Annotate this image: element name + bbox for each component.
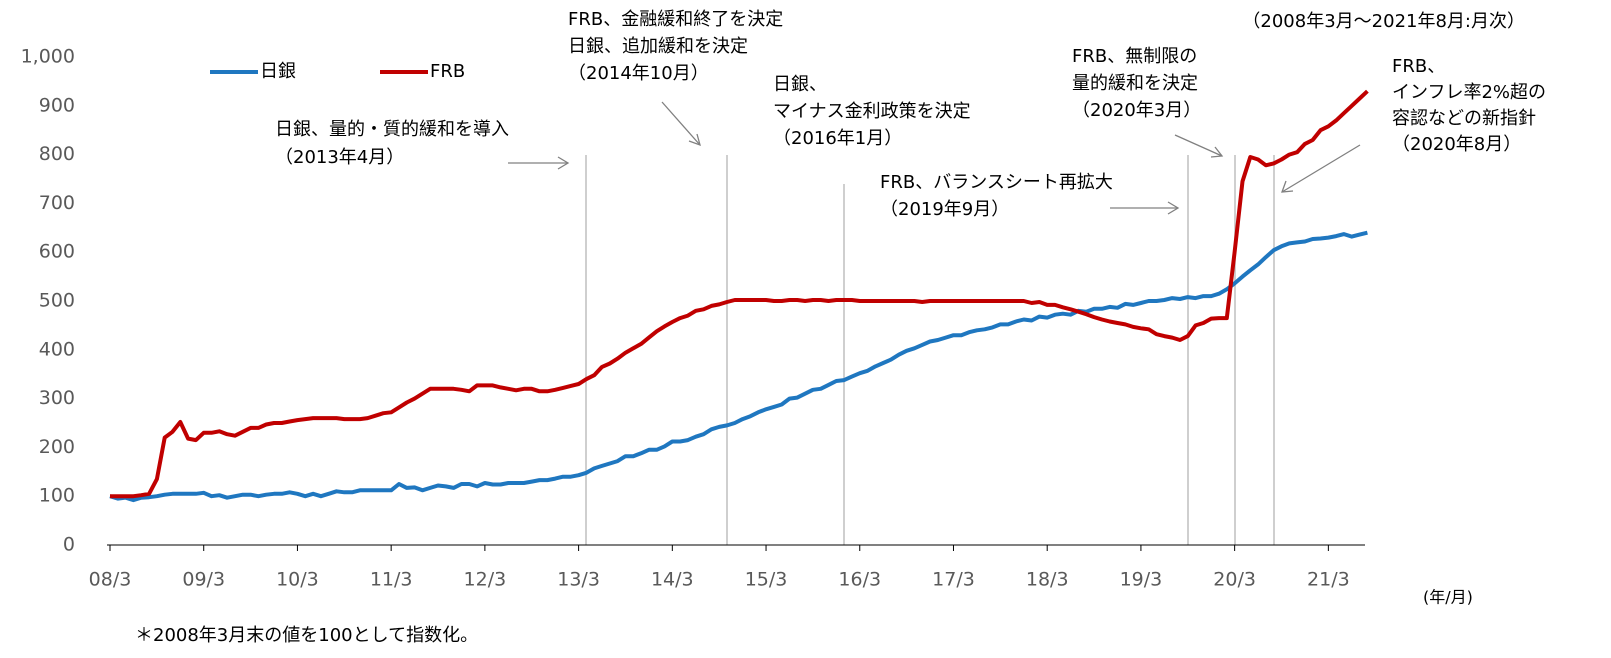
x-tick-label: 18/3 <box>1026 569 1069 591</box>
x-tick-label: 08/3 <box>89 569 132 591</box>
x-tick-label: 13/3 <box>557 569 600 591</box>
annotation: FRB、 <box>1392 56 1445 77</box>
legend-label: FRB <box>430 61 465 82</box>
y-tick-label: 500 <box>39 290 75 312</box>
annotation: マイナス金利政策を決定 <box>773 101 971 122</box>
annotation: （2020年3月） <box>1072 100 1201 121</box>
annotation: 日銀、 <box>773 74 827 95</box>
y-tick-label: 600 <box>39 241 75 263</box>
y-tick-label: 800 <box>39 143 75 165</box>
y-tick-label: 200 <box>39 436 75 458</box>
series-line <box>110 89 1369 499</box>
y-tick-label: 900 <box>39 94 75 116</box>
footnote: ＊2008年3月末の値を100として指数化。 <box>135 625 478 646</box>
x-tick-label: 17/3 <box>932 569 975 591</box>
annotation: インフレ率2%超の <box>1392 82 1546 103</box>
x-tick-label: 21/3 <box>1307 569 1350 591</box>
y-tick-label: 100 <box>39 485 75 507</box>
y-tick-label: 0 <box>63 534 75 556</box>
x-tick-label: 19/3 <box>1120 569 1163 591</box>
annotation: 日銀、量的・質的緩和を導入 <box>275 119 509 140</box>
annotation: （2020年8月） <box>1392 134 1521 155</box>
annotation: FRB、バランスシート再拡大 <box>880 172 1113 193</box>
x-tick-label: 12/3 <box>464 569 507 591</box>
annotation: FRB、金融緩和終了を決定 <box>568 9 783 30</box>
x-tick-label: 15/3 <box>745 569 788 591</box>
x-tick-label: 09/3 <box>182 569 225 591</box>
annotation: FRB、無制限の <box>1072 46 1197 67</box>
annotation: 量的緩和を決定 <box>1072 73 1198 94</box>
legend-label: 日銀 <box>260 61 296 82</box>
y-tick-label: 400 <box>39 338 75 360</box>
x-tick-label: 11/3 <box>370 569 413 591</box>
x-tick-label: 20/3 <box>1213 569 1256 591</box>
annotation: （2019年9月） <box>880 199 1009 220</box>
x-tick-label: 14/3 <box>651 569 694 591</box>
y-tick-label: 1,000 <box>21 46 75 68</box>
x-tick-label: 16/3 <box>838 569 881 591</box>
y-tick-label: 700 <box>39 192 75 214</box>
annotation: 日銀、追加緩和を決定 <box>568 36 748 57</box>
annotation: （2016年1月） <box>773 128 902 149</box>
annotation: （2014年10月） <box>568 63 709 84</box>
series-line <box>109 230 1368 503</box>
arrows <box>508 101 1361 215</box>
annotation: 容認などの新指針 <box>1392 108 1536 129</box>
y-tick-label: 300 <box>39 387 75 409</box>
annotation: （2013年4月） <box>275 147 404 168</box>
x-axis-label: (年/月) <box>1423 588 1473 607</box>
chart-subtitle: （2008年3月～2021年8月:月次） <box>1242 11 1525 32</box>
x-tick-label: 10/3 <box>276 569 319 591</box>
